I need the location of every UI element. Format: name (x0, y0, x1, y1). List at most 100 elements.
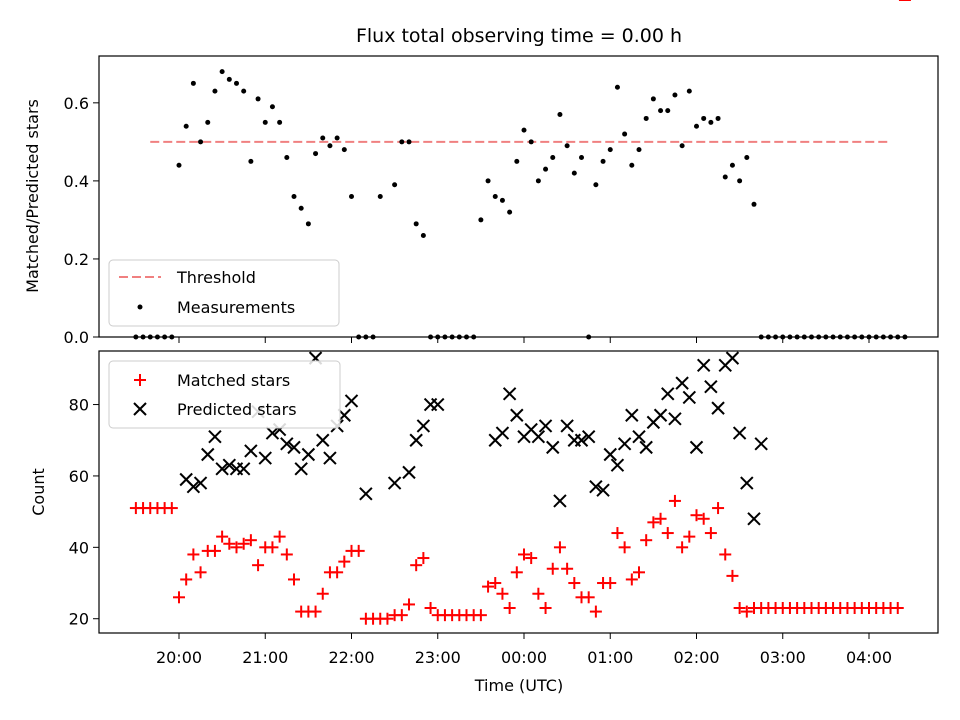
predicted-point (502, 387, 517, 401)
measurement-point (212, 88, 218, 94)
x-tick-label: 23:00 (415, 648, 461, 667)
predicted-point (553, 494, 567, 508)
measurement-point (277, 119, 283, 125)
measurement-point (320, 135, 326, 141)
matched-point (187, 548, 200, 561)
predicted-point-b (359, 487, 373, 501)
matched-point (223, 537, 236, 550)
predicted-point-b (581, 429, 596, 444)
predicted-point-b (344, 394, 359, 408)
measurement-point (715, 115, 721, 121)
measurement-point (183, 123, 189, 129)
measurement-point (392, 182, 398, 188)
predicted-point (747, 512, 761, 526)
matched-point (640, 534, 653, 547)
predicted-point (387, 476, 402, 490)
matched-point (539, 602, 552, 615)
measurement-point (413, 221, 419, 227)
matched-point (496, 587, 509, 600)
predicted-point-b (244, 444, 258, 458)
measurement-point (176, 162, 182, 168)
predicted-point (265, 426, 280, 440)
predicted-point (711, 401, 725, 415)
predicted-point-b (596, 483, 610, 497)
measurement-point (535, 178, 541, 184)
matched-point (633, 566, 645, 579)
bottom-y-tick-label: 20 (69, 610, 89, 629)
predicted-point-b (265, 426, 280, 440)
measurement-point (406, 139, 412, 145)
x-tick-label: 22:00 (328, 648, 374, 667)
measurement-point (543, 166, 549, 172)
matched-point (482, 580, 495, 593)
x-tick-label: 04:00 (846, 648, 892, 667)
measurement-point (557, 112, 563, 118)
top-y-axis-label: Matched/Predicted stars (23, 99, 42, 293)
predicted-point (625, 408, 639, 422)
predicted-point-b (510, 408, 524, 422)
legend-threshold-label: Threshold (176, 268, 256, 287)
predicted-point (704, 379, 718, 394)
predicted-point (725, 351, 740, 365)
matched-point (208, 544, 221, 557)
matched-point (676, 541, 689, 554)
matched-point (891, 602, 904, 615)
matched-point (532, 587, 545, 600)
measurement-point (269, 104, 275, 110)
predicted-point-b (201, 447, 215, 462)
matched-point (625, 573, 638, 586)
legend-predicted-label: Predicted stars (177, 400, 297, 419)
predicted-point-b (625, 408, 639, 422)
predicted-point-b (610, 458, 625, 472)
matched-point (697, 512, 710, 525)
predicted-point-b (747, 512, 761, 526)
predicted-point-b (179, 472, 193, 487)
matched-point (726, 569, 739, 582)
matched-point (338, 555, 351, 568)
measurement-point (205, 119, 211, 125)
predicted-point (258, 451, 272, 465)
predicted-point-b (502, 387, 517, 401)
measurement-point (241, 88, 247, 94)
measurement-point (478, 217, 484, 223)
predicted-point-b (193, 476, 208, 490)
top-plot-frame (98, 55, 939, 338)
predicted-point (696, 358, 711, 372)
predicted-point (236, 462, 251, 476)
predicted-point-b (603, 447, 617, 462)
measurement-point (528, 139, 534, 145)
matched-point (740, 605, 753, 618)
measurement-point (341, 147, 347, 153)
matched-point (230, 541, 243, 554)
matched-point (309, 605, 322, 618)
measurement-point (377, 194, 383, 199)
matched-point (553, 541, 566, 554)
measurement-point (564, 143, 570, 149)
measurement-point (234, 80, 239, 86)
measurement-point (579, 154, 584, 160)
matched-point (180, 573, 193, 586)
predicted-point-b (704, 379, 718, 394)
matched-point (424, 602, 437, 615)
measurement-point (284, 154, 290, 160)
bottom-plot-frame (98, 350, 939, 634)
bottom-y-tick-label: 60 (69, 467, 89, 486)
measurement-point (291, 194, 297, 199)
x-tick-label: 21:00 (242, 648, 288, 667)
top-y-tick-label: 0.4 (64, 172, 89, 191)
predicted-point-b (186, 479, 201, 494)
bottom-y-tick-label: 80 (69, 396, 89, 415)
matched-point (503, 602, 516, 615)
predicted-point (323, 451, 337, 465)
measurement-point (219, 69, 225, 75)
measurement-point (658, 108, 664, 114)
measurement-point (600, 158, 606, 164)
matched-point (518, 548, 530, 561)
measurement-point (190, 80, 196, 86)
predicted-point-b (632, 429, 646, 444)
measurement-point (226, 76, 232, 82)
predicted-point-b (301, 447, 316, 462)
matched-point (733, 602, 746, 615)
matched-point (561, 562, 574, 575)
bottom-y-tick-label: 40 (69, 538, 89, 557)
